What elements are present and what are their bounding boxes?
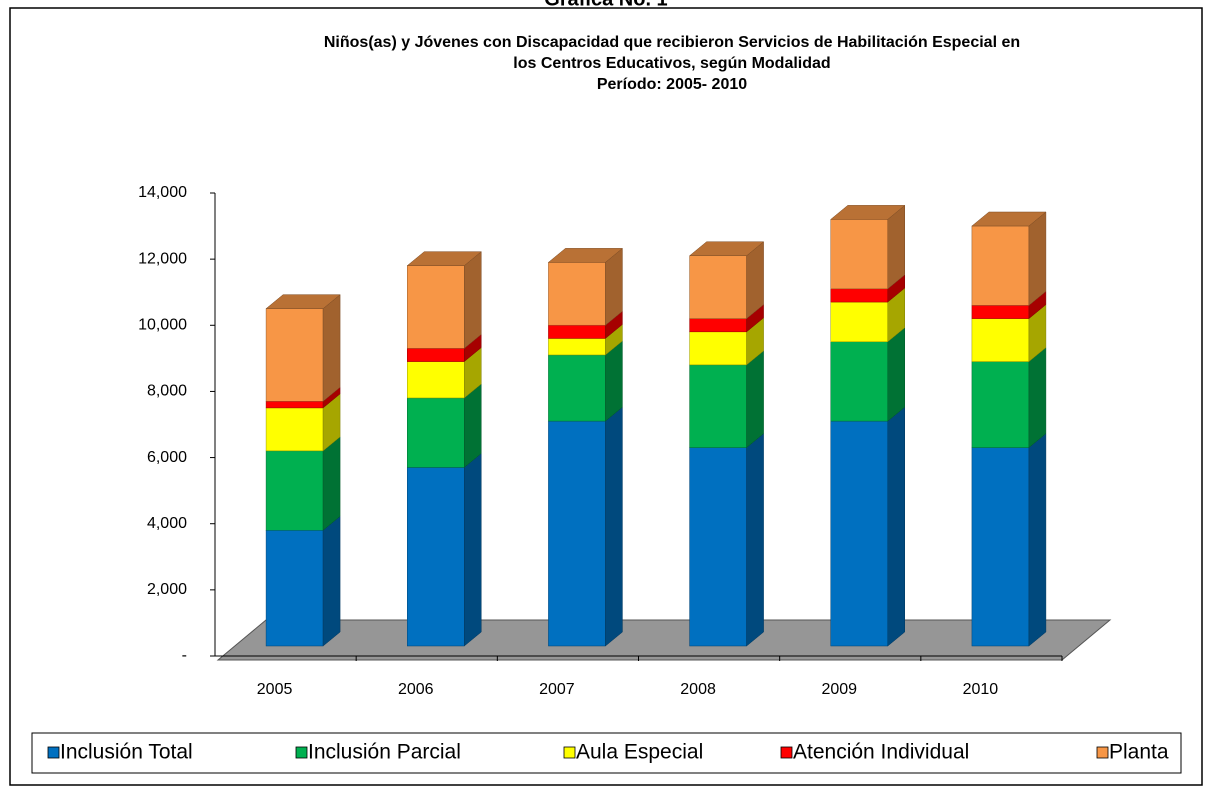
chart-title: los Centros Educativos, según Modalidad xyxy=(513,55,830,72)
bar-segment xyxy=(830,219,888,290)
x-tick-label: 2006 xyxy=(398,681,434,698)
bar-top xyxy=(971,211,1047,227)
legend-swatch xyxy=(1096,746,1109,759)
bar-side xyxy=(322,515,341,647)
legend-swatch xyxy=(780,746,793,759)
bar-segment xyxy=(830,288,888,303)
chart-title: Niños(as) y Jóvenes con Discapacidad que… xyxy=(324,34,1020,51)
bar-side xyxy=(1028,433,1047,647)
bar-side xyxy=(464,251,482,349)
y-tick-label: - xyxy=(182,647,187,664)
bar-segment xyxy=(689,447,747,647)
y-tick-label: 8,000 xyxy=(147,383,187,400)
bar-segment xyxy=(830,341,888,422)
bar-side xyxy=(887,327,905,422)
y-tick-label: 14,000 xyxy=(138,184,187,201)
bar-side xyxy=(1028,211,1047,306)
bar-segment xyxy=(265,308,324,402)
bar-segment xyxy=(971,447,1030,647)
x-tick-label: 2010 xyxy=(963,681,999,698)
legend-box xyxy=(31,732,1182,774)
bar-side xyxy=(746,433,764,647)
bar-segment xyxy=(407,348,465,362)
x-tick-label: 2007 xyxy=(539,681,575,698)
bar-segment xyxy=(407,467,465,647)
bar-segment xyxy=(548,420,606,647)
bar-side xyxy=(887,204,905,290)
bar-top xyxy=(688,241,765,257)
bar-segment xyxy=(265,401,324,409)
x-tick-label: 2008 xyxy=(680,681,716,698)
bar-segment xyxy=(407,397,465,468)
bar-segment xyxy=(548,338,606,356)
y-tick-label: 12,000 xyxy=(138,250,187,267)
x-tick-label: 2005 xyxy=(257,681,293,698)
bar-segment xyxy=(971,318,1030,362)
bar-top xyxy=(406,251,482,266)
bar-side xyxy=(322,294,341,402)
legend-label: Inclusión Total xyxy=(60,741,193,764)
x-tick-label: 2009 xyxy=(821,681,857,698)
bar-side xyxy=(605,406,623,647)
bar-segment xyxy=(407,265,465,349)
bar-segment xyxy=(548,262,606,326)
chart-title: Período: 2005- 2010 xyxy=(597,76,747,93)
bar-side xyxy=(887,406,905,647)
bar-segment xyxy=(830,301,888,342)
bar-segment xyxy=(407,361,465,399)
bar-segment xyxy=(265,450,324,531)
bar-segment xyxy=(971,361,1030,448)
y-tick-label: 4,000 xyxy=(147,515,187,532)
legend-swatch xyxy=(563,746,576,759)
legend-label: Aula Especial xyxy=(576,741,703,764)
bar-side xyxy=(746,350,764,449)
bar-segment xyxy=(548,354,606,422)
bar-top xyxy=(265,294,341,309)
bar-segment xyxy=(689,331,747,366)
bar-side xyxy=(464,452,482,647)
bar-segment xyxy=(265,530,324,647)
bar-segment xyxy=(689,364,747,448)
y-tick-label: 10,000 xyxy=(138,317,187,334)
y-tick-label: 2,000 xyxy=(147,581,187,598)
bar-segment xyxy=(548,324,606,339)
legend-swatch xyxy=(47,746,60,759)
bar-side xyxy=(322,436,341,531)
bar-top xyxy=(547,248,624,263)
bar-segment xyxy=(265,407,324,452)
legend-label: Inclusión Parcial xyxy=(308,741,461,764)
bar-segment xyxy=(971,225,1030,306)
y-tick-label: 6,000 xyxy=(147,449,187,466)
legend-swatch xyxy=(295,746,308,759)
bar-segment xyxy=(830,420,888,647)
legend-label: Atención Individual xyxy=(793,741,969,764)
bar-top xyxy=(830,205,906,220)
bar-side xyxy=(464,383,482,468)
bar-segment xyxy=(689,318,747,333)
bar-side xyxy=(1028,347,1047,449)
chart-heading: Gráfica No. 1 xyxy=(544,0,667,10)
legend-label: Planta xyxy=(1109,741,1169,764)
bar-segment xyxy=(971,305,1030,319)
bar-segment xyxy=(689,255,747,319)
